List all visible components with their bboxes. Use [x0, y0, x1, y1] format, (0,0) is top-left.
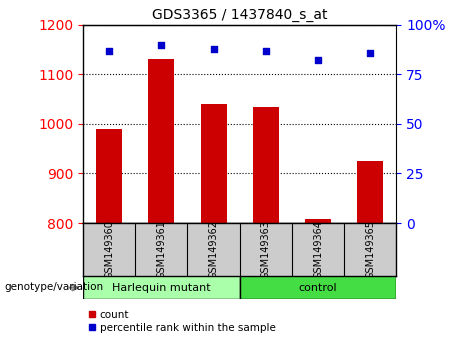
Bar	[253, 107, 279, 223]
Text: GSM149364: GSM149364	[313, 220, 323, 279]
Text: GSM149365: GSM149365	[365, 220, 375, 279]
Text: Harlequin mutant: Harlequin mutant	[112, 282, 211, 293]
Point	[158, 42, 165, 47]
Point	[106, 48, 113, 53]
Text: GSM149363: GSM149363	[261, 220, 271, 279]
Bar	[96, 129, 122, 223]
Bar	[240, 276, 396, 299]
Point	[210, 46, 217, 51]
Text: genotype/variation: genotype/variation	[5, 282, 104, 292]
Text: GSM149360: GSM149360	[104, 220, 114, 279]
Text: GSM149361: GSM149361	[156, 220, 166, 279]
Bar	[201, 104, 227, 223]
Bar	[83, 276, 240, 299]
Point	[314, 58, 322, 63]
Text: control: control	[299, 282, 337, 293]
Title: GDS3365 / 1437840_s_at: GDS3365 / 1437840_s_at	[152, 8, 327, 22]
Bar	[148, 59, 174, 223]
Bar	[305, 219, 331, 223]
Text: GSM149362: GSM149362	[208, 220, 219, 279]
Legend: count, percentile rank within the sample: count, percentile rank within the sample	[88, 310, 276, 333]
Point	[262, 48, 270, 53]
Point	[366, 50, 374, 55]
Bar	[357, 161, 384, 223]
